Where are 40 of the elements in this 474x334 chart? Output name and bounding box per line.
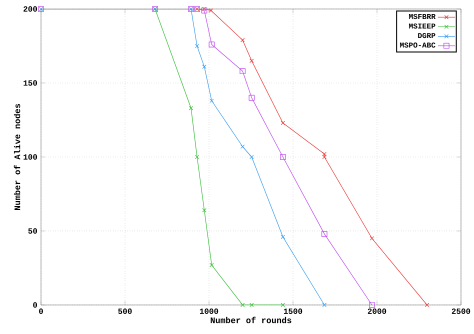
point (424, 302, 430, 308)
point (248, 94, 255, 101)
x-tick-label: 1000 (200, 308, 218, 314)
x-tick-label: 2000 (368, 308, 386, 314)
point (194, 44, 200, 48)
point (322, 302, 327, 308)
x-tick-label: 1500 (284, 308, 302, 314)
point (202, 64, 206, 69)
point (280, 120, 286, 126)
y-tick-label: 150 (24, 80, 38, 86)
point (280, 234, 286, 240)
x-tick-label: 0 (39, 308, 43, 314)
x-tick-label: 500 (118, 308, 132, 314)
point (240, 38, 245, 42)
y-tick-label: 100 (24, 154, 38, 160)
point (240, 144, 245, 149)
point (280, 154, 286, 160)
point (370, 236, 374, 241)
point (322, 231, 328, 237)
point (194, 154, 200, 160)
y-tick-label: 200 (24, 6, 38, 12)
point (250, 302, 254, 308)
point (208, 42, 215, 48)
point (250, 154, 254, 160)
point (240, 302, 245, 308)
point (322, 152, 327, 156)
point (240, 68, 246, 74)
point (369, 302, 375, 308)
y-tick-label: 50 (28, 228, 38, 234)
point (250, 58, 254, 63)
point (210, 98, 214, 103)
point (202, 208, 206, 212)
x-tick-label: 2500 (452, 308, 470, 314)
point (208, 8, 214, 13)
x-axis-title: Number of rounds (210, 316, 292, 324)
point (210, 262, 214, 268)
y-tick-label: 0 (33, 302, 38, 308)
y-axis-title: Number of Alive nodes (14, 104, 20, 210)
point (322, 154, 327, 160)
point (188, 106, 194, 110)
